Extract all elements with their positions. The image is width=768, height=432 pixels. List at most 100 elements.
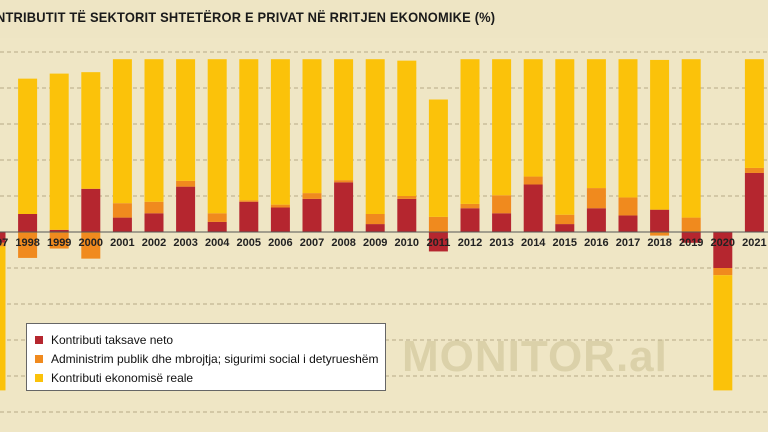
x-tick-label: 1997	[0, 237, 8, 249]
bar-economy-2017	[618, 59, 638, 198]
bar-economy-2020	[713, 275, 733, 391]
bar-admin-1999	[49, 232, 69, 249]
x-tick-label: 2009	[363, 237, 387, 249]
bar-taxes-2017	[618, 215, 638, 232]
bar-admin-2016	[586, 188, 606, 209]
x-tick-label: 2002	[142, 237, 166, 249]
bar-admin-2002	[144, 201, 164, 214]
x-tick-label: 2011	[426, 237, 450, 249]
x-tick-label: 2013	[489, 237, 513, 249]
bar-economy-2015	[555, 59, 575, 215]
bar-economy-2008	[334, 59, 354, 181]
bar-admin-2018	[650, 232, 670, 236]
bar-taxes-2010	[397, 198, 417, 232]
bar-taxes-2021	[744, 172, 764, 232]
legend-item-admin: Administrim publik dhe mbrojtja; sigurim…	[35, 349, 379, 368]
x-tick-label: 2000	[79, 237, 103, 249]
bar-taxes-1999	[49, 229, 69, 232]
bar-economy-2001	[112, 59, 132, 204]
bar-admin-2004	[207, 213, 227, 222]
bar-taxes-2007	[302, 198, 322, 232]
bar-admin-2008	[334, 180, 354, 183]
bar-taxes-2014	[523, 184, 543, 232]
x-tick-label: 1999	[47, 237, 71, 249]
bar-taxes-2016	[586, 208, 606, 232]
x-tick-label: 2014	[521, 237, 546, 249]
bar-admin-2015	[555, 214, 575, 225]
bar-admin-2021	[744, 167, 764, 173]
x-tick-label: 2010	[395, 237, 419, 249]
x-tick-label: 2021	[742, 237, 766, 249]
x-tick-label: 2004	[205, 237, 230, 249]
bar-economy-2003	[176, 59, 196, 181]
bar-admin-2017	[618, 197, 638, 216]
bar-admin-2005	[239, 200, 259, 202]
bar-taxes-2006	[270, 207, 290, 232]
x-tick-label: 2001	[110, 237, 134, 249]
bar-admin-2010	[397, 196, 417, 199]
bar-admin-2019	[681, 217, 701, 232]
x-tick-label: 2003	[173, 237, 197, 249]
bar-taxes-2002	[144, 213, 164, 232]
bar-taxes-2003	[176, 186, 196, 232]
bar-economy-2006	[270, 59, 290, 205]
bar-economy-2002	[144, 59, 164, 202]
bars	[0, 59, 764, 391]
x-tick-label: 2005	[237, 237, 261, 249]
bar-taxes-2001	[112, 217, 132, 232]
bar-taxes-2008	[334, 182, 354, 232]
bar-taxes-2011	[428, 232, 448, 252]
legend-item-economy: Kontributi ekonomisë reale	[35, 368, 377, 387]
chart-title: NTRIBUTIT TË SEKTORIT SHTETËROR E PRIVAT…	[0, 9, 496, 25]
legend: Kontributi taksave neto Administrim publ…	[26, 323, 386, 391]
bar-admin-1997	[0, 242, 6, 247]
bar-admin-2011	[428, 216, 448, 232]
bar-economy-2012	[460, 59, 480, 204]
bar-economy-2021	[744, 59, 764, 168]
bar-admin-2001	[112, 203, 132, 218]
title-bar: NTRIBUTIT TË SEKTORIT SHTETËROR E PRIVAT…	[0, 0, 768, 38]
bar-economy-2009	[365, 59, 385, 215]
bar-admin-2007	[302, 193, 322, 199]
bar-taxes-2015	[555, 224, 575, 232]
bar-admin-2003	[176, 180, 196, 187]
bar-admin-2014	[523, 176, 543, 185]
bar-economy-2005	[239, 59, 259, 201]
legend-swatch-economy	[35, 373, 43, 382]
bar-admin-2012	[460, 203, 480, 209]
bar-economy-2014	[523, 59, 543, 177]
legend-label-taxes: Kontributi taksave neto	[51, 332, 174, 347]
bar-taxes-2019	[681, 232, 701, 243]
bar-admin-1998	[18, 232, 38, 258]
bar-admin-2006	[270, 204, 290, 208]
x-tick-labels: 1997 1998 1999 2000 2001 2002 2003 2004 2005 2006…	[0, 237, 767, 249]
bar-taxes-2018	[650, 209, 670, 232]
legend-label-admin: Administrim publik dhe mbrojtja; sigurim…	[51, 351, 379, 366]
x-tick-label: 2012	[458, 237, 482, 249]
bar-taxes-1997	[0, 232, 6, 243]
bar-economy-2018	[650, 59, 670, 210]
x-tick-label: 1998	[15, 237, 39, 249]
bar-taxes-2020	[713, 232, 733, 268]
bar-economy-2010	[397, 60, 417, 196]
x-tick-label: 2020	[711, 237, 735, 249]
legend-swatch-admin	[35, 354, 43, 363]
bar-admin-2020	[713, 268, 733, 276]
bar-economy-2000	[81, 72, 101, 189]
bar-economy-2016	[586, 59, 606, 189]
bar-taxes-2012	[460, 208, 480, 232]
bar-economy-2011	[428, 99, 448, 217]
x-tick-label: 2018	[647, 237, 671, 249]
bar-economy-1998	[18, 78, 38, 214]
legend-label-economy: Kontributi ekonomisë reale	[51, 370, 194, 385]
x-tick-label: 2019	[679, 237, 703, 249]
x-tick-label: 2017	[616, 237, 640, 249]
bar-admin-2000	[81, 232, 101, 259]
bar-economy-2004	[207, 59, 227, 214]
bar-economy-2013	[492, 59, 512, 196]
x-tick-label: 2007	[300, 237, 324, 249]
bar-taxes-2004	[207, 221, 227, 232]
bar-admin-2013	[492, 195, 512, 214]
bar-economy-1997	[0, 246, 6, 391]
